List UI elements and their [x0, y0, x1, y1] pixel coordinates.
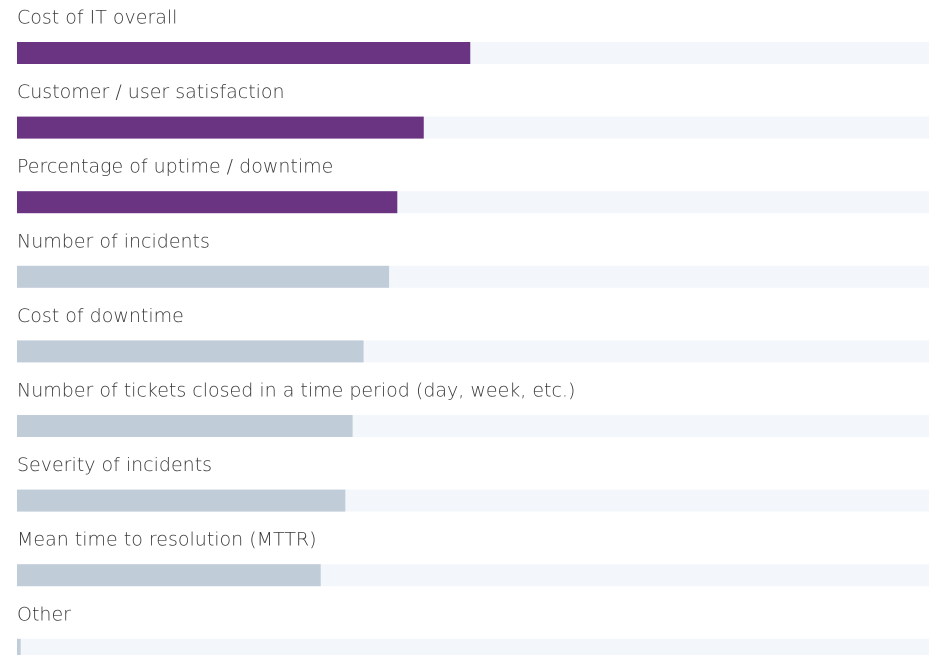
- bar-label: Customer / user satisfaction: [17, 81, 285, 103]
- bar-label: Mean time to resolution (MTTR): [17, 529, 317, 551]
- bar: [17, 564, 321, 587]
- bar: [17, 415, 353, 437]
- bar: [17, 116, 424, 139]
- bar: [17, 340, 364, 363]
- bar: [17, 42, 471, 64]
- bar-label: Number of tickets closed in a time perio…: [17, 380, 575, 402]
- bar-label: Cost of IT overall: [17, 7, 177, 29]
- bar: [17, 265, 390, 288]
- bar-label: Severity of incidents: [17, 454, 212, 476]
- bar-label: Number of incidents: [17, 230, 210, 252]
- bar: [17, 191, 398, 214]
- bar-label: Percentage of uptime / downtime: [17, 156, 333, 178]
- bar-label: Cost of downtime: [17, 305, 184, 327]
- bar-track: [17, 638, 929, 655]
- bar: [17, 638, 21, 655]
- bar-label: Other: [17, 603, 71, 625]
- bar: [17, 489, 346, 512]
